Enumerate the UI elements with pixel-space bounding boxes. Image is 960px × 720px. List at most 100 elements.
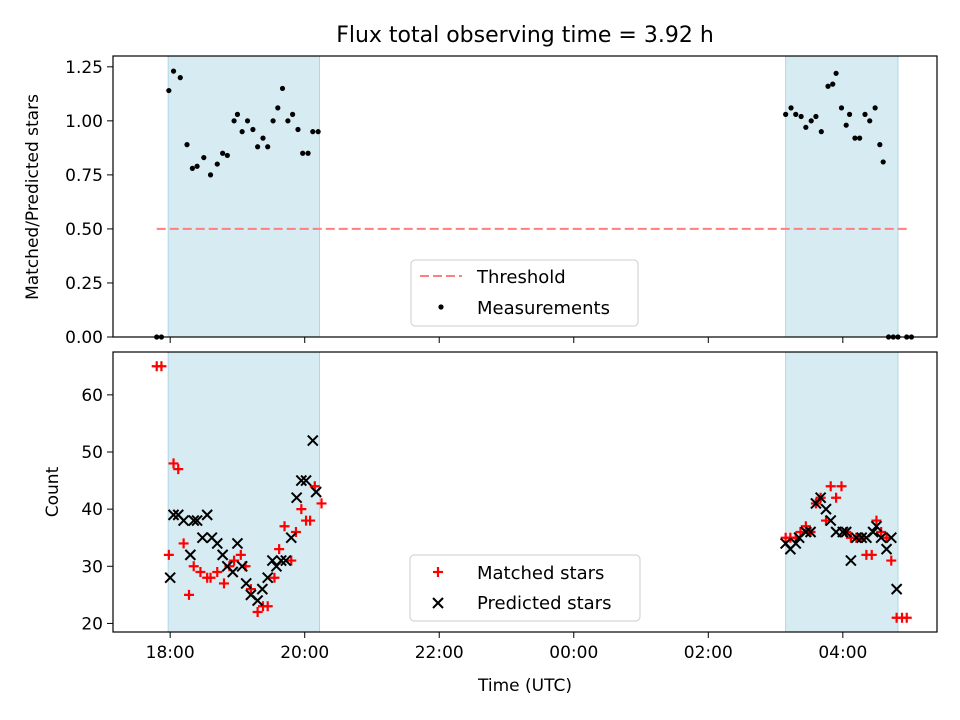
observing-span [785,55,899,338]
matched-star-point [178,538,189,549]
measurement-point [877,142,883,148]
x-tick-label: 00:00 [549,643,598,663]
matched-star-point [252,607,263,617]
predicted-star-point [290,492,303,504]
count-legend-box [409,554,641,622]
count-legend: Matched stars Predicted stars [409,554,641,622]
matched-star-point [825,481,836,492]
matched-star-point [156,361,167,372]
count-panel: 20 30 40 50 60 18:00 20:00 22:00 00:00 02:00 04:0… [43,351,938,696]
predicted-star-point [285,532,297,544]
measurement-point [808,118,814,124]
matched-star-point [168,458,179,469]
measurement-point [239,129,245,135]
measurement-point [189,165,195,171]
measurement-point [857,135,863,141]
matched-star-point [235,549,246,560]
matched-star-point [286,555,297,566]
predicted-star-point [825,514,837,527]
matched-star-point [866,549,877,560]
measurement-point [833,70,839,76]
measurement-point [788,105,794,111]
count-y-axis-label: Count [43,466,63,517]
measurement-point [250,126,256,133]
predicted-star-point [240,577,252,590]
count-y-tick-label: 20 [81,614,103,634]
matched-star-point [836,481,847,492]
predicted-star-point [256,583,269,595]
ratio-panel: 0.00 0.25 0.50 0.75 1.00 1.25 Matched/Predict… [23,55,938,348]
predicted-star-point [845,554,857,567]
measurement-point [793,111,799,117]
predicted-star-point [177,514,190,527]
measurement-point [838,105,845,111]
ratio-y-axis-label: Matched/Predicted stars [23,94,43,300]
measurement-point [255,144,261,150]
x-tick-label: 22:00 [415,643,464,663]
predicted-star-point [227,566,239,578]
ratio-y-tick-label: 0.50 [65,220,103,240]
x-tick-label: 02:00 [684,643,733,663]
measurement-point [184,142,190,148]
matched-star-point [173,464,184,475]
matched-star-point [163,549,174,560]
measurement-point [852,135,858,141]
measurement-point [201,154,207,161]
measurement-point [166,87,172,94]
predicted-star-point [880,543,893,555]
measurement-point [872,105,878,111]
matched-star-point [218,578,229,589]
matched-star-point [212,567,223,577]
count-panel-frame [112,351,938,633]
predicted-legend-swatch [432,597,444,609]
measurement-point [830,81,836,87]
measurement-point [310,129,316,135]
observing-span [167,55,321,338]
predicted-star-point [875,532,887,544]
predicted-star-point [216,549,229,561]
matched-star-point [296,504,307,515]
matched-star-point [316,498,327,509]
matched-star-point [901,612,912,623]
predicted-star-point [275,554,287,567]
ratio-legend-box [410,259,639,327]
measurement-point [260,135,266,141]
predicted-star-point [820,503,832,515]
predicted-star-point [167,509,180,521]
predicted-star-point [262,572,274,584]
measurements-legend-swatch [438,304,444,310]
measurement-point [207,172,214,178]
ratio-y-tick-label: 1.00 [65,112,103,132]
x-tick-label: 18:00 [146,643,195,663]
predicted-star-point [804,526,817,538]
measurement-point [315,129,321,135]
predicted-star-point [870,520,883,532]
predicted-star-point [840,526,852,538]
count-y-tick-label: 30 [81,557,103,577]
measurement-point [177,75,183,81]
chart-title: Flux total observing time = 3.92 h [336,23,714,48]
measurement-point [224,152,230,159]
predicted-star-point [251,594,264,607]
measurement-point [305,150,311,156]
measurement-point [798,113,804,120]
measurement-point [279,85,286,92]
matched-star-point [831,492,842,503]
matched-star-point [305,515,316,526]
predicted-star-point [184,549,197,561]
measurement-point [813,113,819,120]
x-axis-label: Time (UTC) [477,676,572,696]
measurement-point [270,118,276,124]
observing-span [167,351,321,633]
measurement-point [803,124,809,130]
x-tick-label: 04:00 [818,643,867,663]
matched-legend-label: Matched stars [477,563,604,584]
ratio-panel-frame [112,55,938,338]
predicted-star-point [236,560,248,572]
measurement-point [783,111,789,117]
ratio-y-tick-label: 0.75 [65,166,103,186]
predicted-legend-label: Predicted stars [477,593,611,614]
measurement-point [880,159,886,165]
matched-star-point [871,515,882,526]
predicted-star-point [295,474,308,487]
